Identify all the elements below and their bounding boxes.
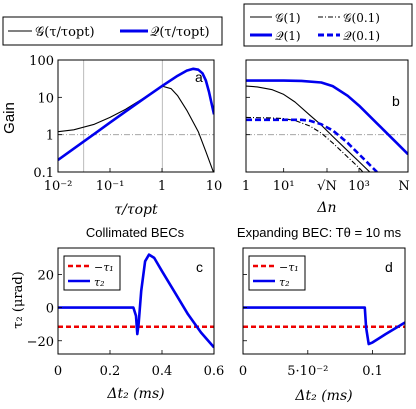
axes-frame-b <box>245 59 409 173</box>
x-tick-label-b: 1 <box>242 179 250 194</box>
xlabel-c: Δt₂ (ms) <box>106 386 164 402</box>
axes-frame-a <box>57 59 215 173</box>
x-tick-label-d: 0.1 <box>362 364 383 379</box>
ticks-b: 1 10¹ √N 10³ N <box>242 59 410 194</box>
series-a-1 <box>58 67 214 162</box>
x-tick-label-d: 5·10⁻² <box>287 364 328 379</box>
xlabel-a: τ/τopt <box>114 202 158 218</box>
ticks-a: 10⁻² 10⁻¹ 1 10 0.1 1 10 100 <box>29 54 222 194</box>
x-tick-label-b: 10³ <box>348 179 370 194</box>
x-tick-label-a: 10 <box>206 179 223 194</box>
y-tick-label-a: 100 <box>29 54 54 69</box>
legend-b-label-q1: 𝒬(1) <box>275 29 301 43</box>
x-tick-label-a: 10⁻² <box>44 179 73 194</box>
x-tick-label-b: 10¹ <box>273 179 295 194</box>
panel-d: Expanding BEC: Tθ = 10 ms d −τ₁ τ₂ 0 5·10… <box>237 225 406 404</box>
series-b-0 <box>246 85 371 172</box>
series-c-1 <box>58 253 214 349</box>
x-tick-label-b: √N <box>317 179 337 194</box>
x-tick-label-d: 0 <box>239 364 247 379</box>
title-d: Expanding BEC: Tθ = 10 ms <box>237 225 402 240</box>
legend-b-label-g1: 𝒢(1) <box>275 11 301 25</box>
axes-frame-d <box>242 247 406 355</box>
legend-a-label-q: 𝒬(τ/τopt) <box>150 25 210 40</box>
series-b-1 <box>246 116 364 172</box>
axes-frame-c <box>57 247 215 355</box>
legend-d-label-tau2: τ₂ <box>279 276 290 289</box>
x-tick-label-c: 0 <box>54 364 62 379</box>
y-tick-label-c: −20 <box>27 335 54 350</box>
x-tick-label-c: 0.6 <box>204 364 225 379</box>
legend-c-label-tau2: τ₂ <box>94 276 105 289</box>
panel-a: a Gain 10⁻² 10⁻¹ 1 10 0.1 1 10 100 τ/τopt <box>1 54 222 218</box>
series-a-0 <box>58 85 214 172</box>
x-tick-label-c: 0.4 <box>152 364 173 379</box>
panel-label-c: c <box>196 259 203 275</box>
x-tick-label-a: 1 <box>158 179 166 194</box>
series-d-1 <box>243 306 405 346</box>
x-tick-label-b: N <box>398 179 409 194</box>
legend-a-label-g: 𝒢(τ/τopt) <box>35 25 95 40</box>
panel-label-d: d <box>385 259 393 275</box>
y-tick-label-a: 1 <box>46 129 54 144</box>
legend-d: −τ₁ τ₂ <box>248 255 306 291</box>
legend-a: 𝒢(τ/τopt) 𝒬(τ/τopt) <box>2 16 223 46</box>
legend-b-label-g01: 𝒢(0.1) <box>343 11 380 25</box>
legend-b-label-q01: 𝒬(0.1) <box>343 29 380 43</box>
legend-a-box <box>2 16 223 46</box>
x-tick-label-a: 10⁻¹ <box>96 179 125 194</box>
ylabel-a: Gain <box>1 102 18 134</box>
y-tick-label-a: 10 <box>37 91 54 106</box>
ticks-d: 0 5·10⁻² 0.1 <box>239 274 383 379</box>
panel-label-b: b <box>392 93 400 109</box>
legend-b-box <box>243 3 413 47</box>
xlabel-d: Δt₂ (ms) <box>294 388 352 404</box>
legend-c: −τ₁ τ₂ <box>63 255 121 291</box>
panel-label-a: a <box>195 69 203 85</box>
y-tick-label-c: 0 <box>46 302 54 317</box>
legend-c-box <box>63 255 121 291</box>
legend-d-box <box>248 255 306 291</box>
series-b-2 <box>246 79 408 156</box>
y-tick-label-a: 0.1 <box>33 166 54 181</box>
y-tick-label-c: 20 <box>37 269 54 284</box>
xlabel-b: Δn <box>316 200 336 216</box>
legend-d-label-tau1: −τ₁ <box>279 261 299 274</box>
panel-c: Collimated BECs c −τ₁ τ₂ τ₂ (μrad) 0 0.2 0… <box>11 225 224 402</box>
legend-b: 𝒢(1) 𝒢(0.1) 𝒬(1) 𝒬(0.1) <box>243 3 413 47</box>
x-tick-label-c: 0.2 <box>100 364 121 379</box>
panel-b: b 1 10¹ √N 10³ N Δn <box>242 59 410 216</box>
ylabel-c: τ₂ (μrad) <box>11 271 26 328</box>
legend-c-label-tau1: −τ₁ <box>94 261 114 274</box>
series-b-3 <box>246 118 378 172</box>
title-c: Collimated BECs <box>86 225 185 240</box>
